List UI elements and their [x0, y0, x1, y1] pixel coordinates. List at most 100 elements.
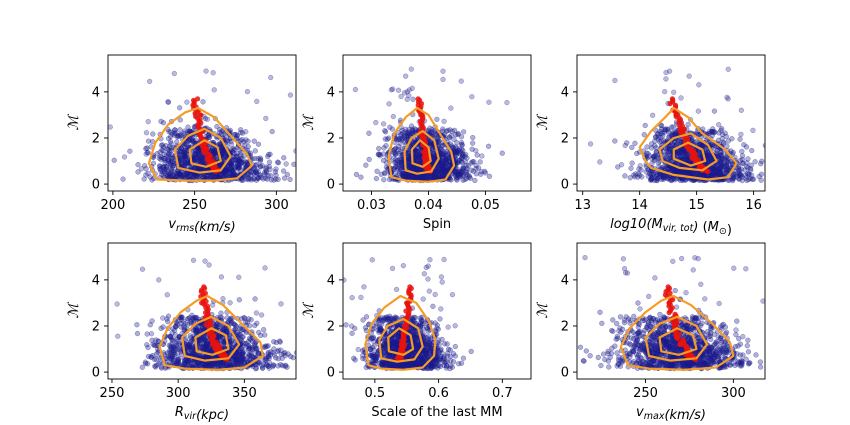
- data-point: [400, 172, 406, 178]
- data-point: [260, 361, 267, 367]
- data-point: [234, 151, 240, 157]
- median-point: [198, 112, 204, 118]
- data-point: [178, 320, 184, 327]
- data-point: [139, 364, 146, 370]
- outlier-point: [156, 277, 162, 283]
- data-point: [239, 352, 245, 358]
- data-point: [714, 147, 720, 154]
- data-point: [203, 346, 209, 352]
- outlier-point: [408, 66, 414, 72]
- plot-area: [352, 66, 510, 184]
- data-point: [349, 330, 355, 336]
- data-point: [482, 170, 489, 176]
- x-axis-label: log10(Mvir, tot) (M⊙): [610, 217, 732, 238]
- data-point: [163, 164, 170, 170]
- outlier-point: [637, 163, 643, 169]
- data-point: [239, 316, 245, 322]
- data-point: [653, 149, 660, 155]
- data-point: [182, 156, 188, 162]
- data-point: [447, 141, 454, 147]
- data-point: [281, 175, 288, 181]
- data-point: [736, 172, 742, 179]
- data-point: [142, 163, 148, 169]
- data-point: [363, 162, 369, 168]
- data-point: [238, 331, 244, 338]
- data-point: [647, 177, 654, 183]
- data-point: [639, 174, 645, 180]
- outlier-point: [671, 89, 677, 95]
- outlier-point: [666, 68, 673, 74]
- outlier-point: [395, 87, 402, 93]
- outlier-point: [202, 335, 208, 342]
- data-point: [245, 175, 252, 181]
- data-point: [282, 350, 288, 356]
- outlier-point: [386, 101, 392, 107]
- outlier-point: [401, 90, 408, 96]
- data-point: [134, 322, 140, 328]
- data-point: [197, 343, 203, 350]
- outlier-point: [564, 74, 569, 79]
- outlier-point: [236, 274, 242, 280]
- data-point: [165, 147, 172, 153]
- contour-outer: [638, 106, 738, 181]
- data-point: [270, 362, 277, 368]
- data-point: [262, 344, 268, 350]
- y-tick-label: 0: [92, 366, 100, 381]
- data-point: [189, 138, 195, 144]
- data-point: [253, 365, 260, 371]
- outlier-point: [190, 350, 197, 357]
- data-point: [736, 165, 742, 172]
- data-point: [154, 351, 160, 357]
- data-point: [147, 322, 153, 328]
- outlier-point: [170, 356, 176, 362]
- outlier-point: [164, 292, 170, 298]
- data-point: [228, 320, 235, 326]
- data-point: [242, 319, 249, 325]
- data-point: [232, 356, 239, 362]
- data-point: [670, 124, 676, 130]
- data-point: [263, 166, 269, 172]
- data-point: [462, 159, 468, 165]
- data-point: [177, 127, 183, 133]
- data-point: [206, 135, 212, 141]
- data-point: [675, 149, 681, 156]
- data-point: [231, 164, 238, 170]
- data-point: [185, 342, 192, 349]
- data-point: [165, 135, 172, 142]
- data-point: [259, 365, 266, 371]
- outlier-point: [404, 89, 410, 95]
- data-point: [238, 130, 244, 136]
- data-point: [194, 360, 201, 366]
- outlier-point: [373, 119, 379, 126]
- data-point: [168, 141, 174, 147]
- data-point: [474, 152, 480, 158]
- data-point: [287, 176, 293, 183]
- data-point: [745, 156, 751, 162]
- y-axis-label: ℳ: [66, 113, 82, 130]
- outlier-point: [300, 334, 305, 339]
- x-tick-label: 0.05: [471, 198, 500, 213]
- data-point: [217, 126, 223, 133]
- data-point: [660, 176, 667, 183]
- data-point: [472, 177, 478, 184]
- data-point: [463, 175, 470, 182]
- data-point: [152, 363, 158, 369]
- data-point: [615, 164, 621, 170]
- data-point: [193, 326, 200, 332]
- outlier-point: [287, 92, 294, 98]
- contour-mid: [658, 132, 718, 172]
- data-point: [193, 151, 199, 157]
- data-point: [434, 116, 440, 122]
- data-point: [174, 139, 180, 145]
- data-point: [381, 177, 387, 183]
- data-point: [290, 354, 296, 361]
- data-point: [441, 154, 447, 161]
- data-point: [632, 140, 638, 146]
- data-point: [642, 122, 648, 129]
- outlier-point: [115, 333, 121, 339]
- data-point: [635, 171, 641, 177]
- data-point: [145, 344, 151, 351]
- outlier-point: [390, 86, 396, 92]
- data-point: [641, 132, 647, 138]
- data-point: [165, 313, 172, 319]
